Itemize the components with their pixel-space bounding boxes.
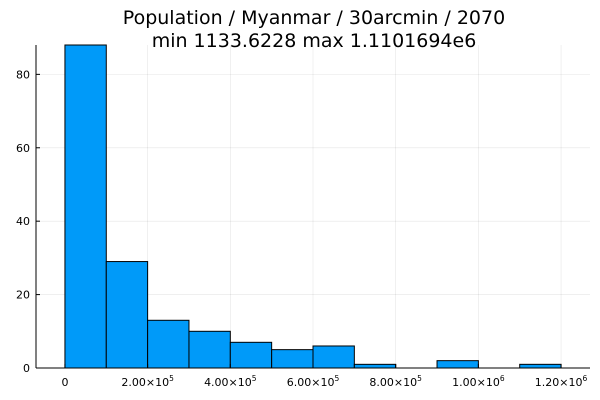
- histogram-bar: [271, 349, 314, 369]
- tick-labels-layer: 0 20 40 60 80 0 2.00×105 4.00×105 6.00×105 8.00×1…: [16, 68, 588, 389]
- histogram-bar: [147, 319, 190, 369]
- y-tick-label: 40: [16, 215, 30, 228]
- axes-layer: [35, 45, 590, 369]
- y-tick-label: 60: [16, 142, 30, 155]
- histogram-bar: [519, 363, 562, 369]
- chart-title: Population / Myanmar / 30arcmin / 2070: [123, 7, 505, 29]
- x-tick-label: 1.20×106: [535, 374, 588, 389]
- chart-subtitle: min 1133.6228 max 1.1101694e6: [152, 30, 477, 52]
- histogram-bar: [64, 44, 107, 369]
- histogram-bar: [188, 330, 231, 369]
- y-tick-label: 20: [16, 289, 30, 302]
- bars-layer: [64, 44, 562, 369]
- histogram-bar: [436, 360, 479, 369]
- x-tick-label: 0: [61, 376, 68, 389]
- x-tick-label: 4.00×105: [204, 374, 257, 389]
- x-tick-label: 6.00×105: [287, 374, 340, 389]
- x-tick-label: 2.00×105: [121, 374, 174, 389]
- histogram-bar: [312, 345, 355, 369]
- y-tick-label: 80: [16, 68, 30, 81]
- x-tick-label: 8.00×105: [369, 374, 422, 389]
- histogram-bar: [353, 363, 397, 369]
- histogram-bar: [229, 341, 273, 369]
- histogram-bar: [105, 261, 149, 369]
- y-tick-label: 0: [23, 362, 30, 375]
- x-tick-label: 1.00×106: [452, 374, 505, 389]
- grid-layer: [36, 45, 590, 369]
